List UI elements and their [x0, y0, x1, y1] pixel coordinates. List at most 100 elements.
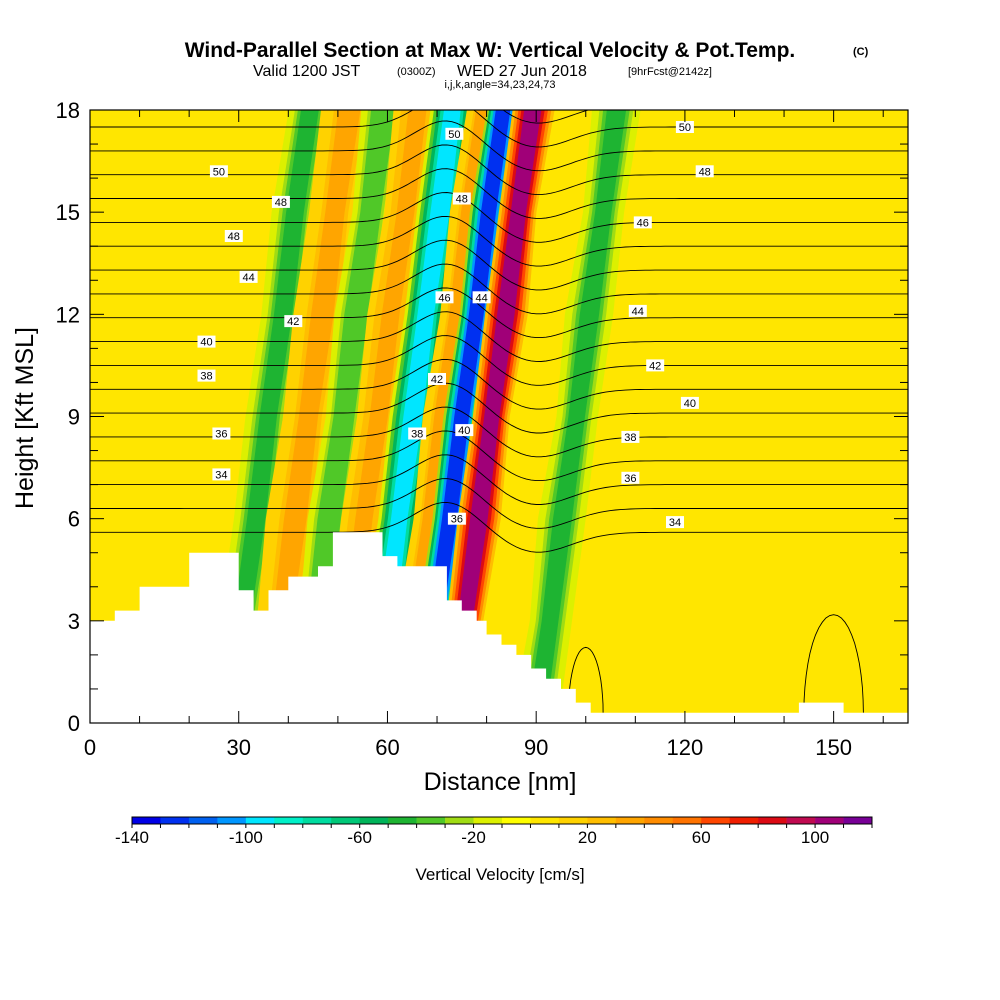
contour-label: 46	[633, 216, 652, 229]
contour-label-box	[621, 430, 640, 443]
x-tick-label: 150	[815, 735, 852, 760]
vertical-velocity-band	[526, 110, 627, 723]
colorbar-swatch	[274, 817, 304, 824]
contour-label-box	[621, 471, 640, 484]
contour-label-text: 40	[684, 398, 696, 410]
theta-contour	[803, 614, 864, 713]
contour-label-text: 36	[215, 429, 227, 441]
y-axis-label: Height [Kft MSL]	[11, 327, 39, 509]
contour-label-box	[628, 304, 647, 317]
colorbar: -140 -100 -60 -20 20 60 100	[115, 816, 873, 847]
contour-label-text: 36	[451, 514, 463, 526]
contour-label: 44	[472, 291, 491, 304]
colorbar-tick-label: 100	[801, 828, 829, 847]
contour-label-box	[197, 369, 216, 382]
plot-area: 50 48 48 44 42 40 38 36 34 50 48 46 44 42 40 38 36 50 48 46…	[90, 110, 908, 723]
contour-label-box	[212, 468, 231, 481]
contour-label-box	[224, 230, 243, 242]
contour-label-box	[445, 127, 464, 140]
colorbar-tick-label: 60	[692, 828, 711, 847]
chart-title: Wind-Parallel Section at Max W: Vertical…	[185, 39, 796, 62]
theta-contour	[90, 263, 908, 315]
contour-label: 40	[197, 335, 216, 349]
contour-label-box	[666, 516, 684, 529]
vertical-velocity-band	[443, 110, 542, 723]
contour-label: 36	[447, 512, 466, 526]
contour-label-box	[271, 195, 290, 208]
theta-contour	[90, 239, 908, 291]
colorbar-swatch	[672, 817, 702, 824]
contour-label-box	[239, 270, 258, 283]
contour-label-text: 48	[275, 197, 287, 209]
colorbar-swatch	[587, 817, 617, 824]
contour-label: 44	[239, 270, 258, 284]
colorbar-tick-label: -20	[461, 828, 486, 847]
contour-label: 42	[646, 359, 665, 372]
indices-line: i,j,k,angle=34,23,24,73	[444, 79, 555, 91]
x-tick-label: 90	[524, 735, 548, 760]
theta-contour	[90, 311, 908, 362]
y-tick-label: 18	[56, 98, 80, 123]
contour-label: 44	[628, 304, 647, 318]
contour-label: 48	[695, 165, 714, 178]
theta-contour	[90, 215, 908, 267]
theta-contour	[90, 382, 908, 434]
colorbar-tick-label: -140	[115, 828, 149, 847]
contour-label-text: 50	[213, 166, 225, 178]
contour-label-box	[447, 512, 466, 525]
contour-label-box	[675, 121, 694, 133]
x-axis: 0 30 60 90 120 150	[84, 110, 884, 760]
colorbar-swatch	[132, 817, 161, 824]
contour-label-text: 40	[458, 425, 470, 437]
x-axis-label: Distance [nm]	[424, 768, 577, 796]
contour-label-text: 48	[228, 231, 240, 243]
colorbar-swatch	[815, 817, 844, 824]
contour-label: 42	[428, 373, 446, 386]
colorbar-swatch	[331, 817, 360, 824]
contour-label: 50	[445, 127, 464, 141]
contour-label-text: 40	[200, 337, 212, 349]
contour-label: 42	[284, 315, 303, 328]
x-tick-label: 0	[84, 735, 96, 760]
colorbar-swatch	[729, 817, 759, 824]
contour-label-box	[472, 291, 491, 304]
contour-label: 48	[224, 230, 243, 243]
colorbar-swatch	[445, 817, 474, 824]
contour-label: 48	[271, 195, 290, 209]
valid-z: (0300Z)	[397, 66, 436, 78]
contour-label-box	[680, 396, 699, 409]
contour-label-text: 44	[475, 292, 487, 304]
theta-contour	[90, 287, 908, 339]
contour-label: 48	[452, 192, 471, 206]
y-tick-label: 6	[68, 507, 80, 532]
colorbar-swatch	[302, 817, 332, 824]
contour-label: 40	[455, 424, 474, 437]
contour-label: 34	[212, 468, 231, 481]
y-tick-label: 0	[68, 711, 80, 736]
contour-label-box	[435, 291, 454, 304]
y-tick-label: 12	[56, 302, 80, 327]
contour-label-box	[633, 216, 652, 229]
colorbar-tick-label: 20	[578, 828, 597, 847]
colorbar-swatch	[644, 817, 674, 824]
y-tick-label: 15	[56, 200, 80, 225]
contour-label-text: 38	[411, 429, 423, 441]
contour-label: 38	[621, 430, 640, 444]
colorbar-swatch	[188, 817, 218, 824]
theta-contour	[90, 430, 908, 482]
y-tick-label: 3	[68, 609, 80, 634]
theta-contours	[90, 110, 908, 713]
contour-label-text: 42	[649, 360, 661, 372]
title-mark: (C)	[853, 46, 869, 58]
valid-prefix: Valid 1200 JST	[253, 63, 361, 80]
contour-label: 36	[621, 471, 640, 485]
contour-label-text: 38	[624, 432, 636, 444]
colorbar-swatch	[558, 817, 588, 824]
y-tick-label: 9	[68, 405, 80, 430]
colorbar-swatch	[217, 817, 247, 824]
contour-label-text: 34	[215, 469, 227, 481]
contour-label: 34	[666, 516, 684, 529]
contour-label-text: 36	[624, 473, 636, 485]
